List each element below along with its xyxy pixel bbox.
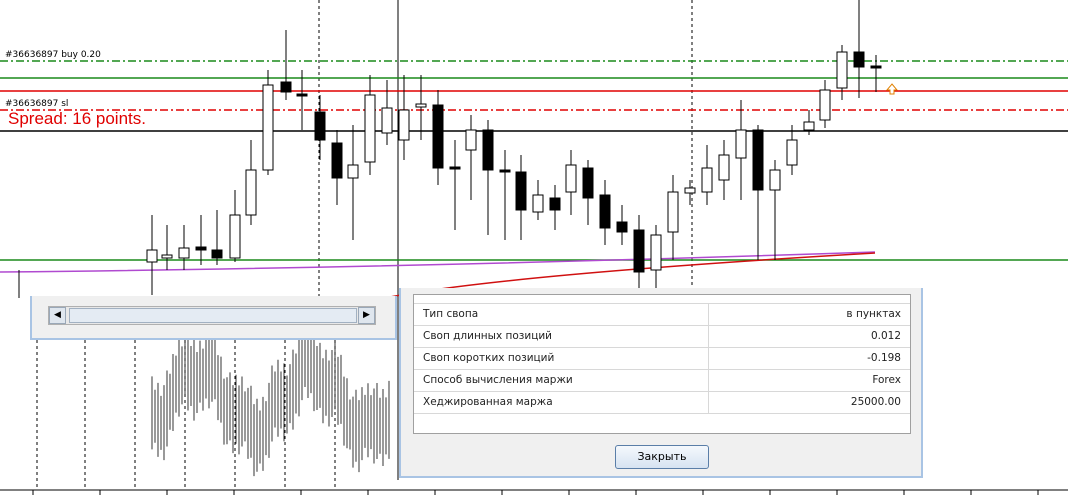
candle-body	[245, 169, 257, 216]
spread-label: Spread: 16 points.	[8, 109, 146, 128]
candle-body	[650, 234, 662, 271]
candle-body	[684, 187, 696, 194]
properties-dialog: Тип свопа в пунктах Своп длинных позиций 0.…	[399, 288, 923, 478]
value-cell: -0.198	[867, 352, 901, 364]
close-button[interactable]: Закрыть	[615, 445, 709, 469]
candle-body	[211, 249, 223, 259]
candle-body	[398, 109, 410, 141]
candle-body	[870, 65, 882, 69]
candle-body	[229, 214, 241, 259]
key-cell: Тип свопа	[414, 304, 709, 325]
properties-table: Тип свопа в пунктах Своп длинных позиций 0.…	[413, 294, 911, 434]
candle-body	[718, 154, 730, 181]
candle-body	[364, 94, 376, 163]
key-cell: Способ вычисления маржи	[414, 370, 709, 391]
candle-body	[296, 93, 308, 97]
candle-body	[499, 169, 511, 173]
candle-body	[701, 167, 713, 193]
candle-body	[515, 171, 527, 211]
key-cell: Своп длинных позиций	[414, 326, 709, 347]
candle-body	[465, 129, 477, 151]
candle-body	[633, 229, 645, 273]
scroll-left[interactable]: ◀	[49, 307, 66, 324]
candle-body	[786, 139, 798, 166]
scroll-thumb[interactable]	[69, 308, 357, 323]
value-cell: 25000.00	[850, 396, 901, 408]
candle-body	[331, 142, 343, 179]
candle-body	[819, 89, 831, 121]
key-cell: Хеджированная маржа	[414, 392, 709, 413]
candle-body	[582, 167, 594, 199]
value-cell: 0.012	[870, 330, 901, 342]
candle-body	[803, 121, 815, 131]
candle-body	[532, 194, 544, 213]
candle-body	[432, 104, 444, 169]
candle-body	[565, 164, 577, 193]
candle-body	[616, 221, 628, 233]
candle-body	[735, 129, 747, 159]
panel-fragment: ◀ ▶	[30, 296, 397, 340]
scrollbar[interactable]: ◀ ▶	[48, 306, 376, 325]
value-cell: Forex	[872, 374, 901, 386]
scroll-right[interactable]: ▶	[358, 307, 375, 324]
candle-body	[195, 246, 207, 251]
arrow-marker	[885, 83, 899, 95]
candle-body	[146, 249, 158, 263]
value-cell: в пунктах	[846, 308, 901, 320]
candle-body	[415, 103, 427, 108]
candle-body	[853, 51, 865, 68]
candle-body	[769, 169, 781, 191]
ma-purple	[0, 251, 876, 273]
candle-body	[836, 51, 848, 89]
candle-body	[667, 191, 679, 233]
table-row: Способ вычисления маржи Forex	[414, 370, 910, 392]
candle-body	[280, 81, 292, 93]
candle-body	[347, 164, 359, 179]
candle-body	[161, 254, 173, 259]
candle-body	[549, 197, 561, 211]
candle-body	[599, 194, 611, 229]
candle-body	[381, 107, 393, 134]
table-row: Тип свопа в пунктах	[414, 304, 910, 326]
sl-label: #36636897 sl	[5, 99, 68, 109]
candle-body	[449, 166, 461, 170]
candle-body	[262, 84, 274, 171]
table-row: Своп коротких позиций -0.198	[414, 348, 910, 370]
candle-body	[752, 129, 764, 191]
order-label: #36636897 buy 0.20	[5, 50, 101, 60]
key-cell: Своп коротких позиций	[414, 348, 709, 369]
table-row: Хеджированная маржа 25000.00	[414, 392, 910, 414]
candle-body	[314, 111, 326, 141]
candle-body	[482, 129, 494, 171]
cut-row	[414, 295, 910, 304]
table-row: Своп длинных позиций 0.012	[414, 326, 910, 348]
candle-body	[178, 247, 190, 259]
